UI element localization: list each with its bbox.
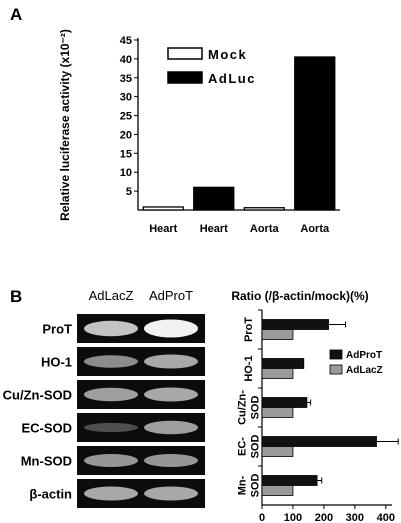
x-tick-label: 200	[315, 512, 333, 523]
bar	[261, 485, 294, 496]
gel-column-label: AdLacZ	[89, 288, 134, 303]
bar	[294, 56, 336, 211]
y-tick-label: 5	[126, 186, 132, 198]
bar	[261, 397, 308, 408]
panel-a-ylabel: Relative luciferase activity (x10⁻²)	[58, 29, 72, 221]
gel-column-headers: AdLacZ AdProT	[89, 288, 193, 303]
gel-band	[84, 486, 138, 501]
bar	[261, 329, 294, 340]
x-tick-label: 300	[346, 512, 364, 523]
gel-image: ProT HO-1 Cu/Zn-SOD EC-SOD Mn-SOD β-actin	[3, 314, 205, 508]
gel-row-label: HO-1	[41, 355, 72, 370]
y-category-text: Mn-	[237, 475, 249, 495]
gel-row-label: ProT	[42, 322, 72, 337]
legend-swatch	[329, 349, 343, 360]
y-category-text: HO-1	[243, 355, 255, 381]
panel-a-label: A	[10, 5, 22, 24]
bar	[261, 319, 329, 330]
gel-row-label: β-actin	[29, 487, 72, 502]
y-tick-label: 20	[120, 129, 132, 141]
gel-band	[144, 354, 198, 369]
x-tick-label: 100	[284, 512, 302, 523]
y-tick-label: 10	[120, 167, 132, 179]
y-category-label: Cu/Zn- SOD	[237, 390, 262, 425]
bar	[261, 368, 294, 379]
gel-band	[144, 454, 198, 467]
x-tick-label: Heart	[149, 223, 177, 235]
gel-band	[84, 422, 138, 433]
y-category-text: EC-	[237, 437, 249, 456]
panel-a-chart: 5 10 15 20 25 30 35 40 45 Heart Heart Aorta Aorta Moc…	[120, 35, 340, 235]
gel-band	[144, 319, 198, 338]
y-category-text: SOD	[250, 396, 262, 420]
y-category-text: ProT	[243, 317, 255, 342]
y-tick-label: 15	[120, 148, 132, 160]
legend-label: AdProT	[346, 350, 382, 361]
legend-swatch	[167, 71, 203, 84]
y-category-text: SOD	[250, 474, 262, 498]
y-category-label: ProT	[243, 317, 255, 342]
x-tick-label: Aorta	[300, 223, 330, 235]
bar	[261, 407, 294, 418]
bar	[142, 206, 184, 211]
x-tick-label: Aorta	[250, 223, 280, 235]
x-tick-label: 400	[377, 512, 395, 523]
bar	[243, 207, 285, 211]
gel-band	[144, 387, 198, 402]
gel-row-label: EC-SOD	[21, 421, 72, 436]
legend-label: Mock	[208, 47, 247, 62]
y-category-label: Mn- SOD	[237, 474, 262, 498]
gel-band	[84, 355, 138, 368]
panel-b-label: B	[10, 287, 22, 306]
y-category-text: Cu/Zn-	[237, 390, 249, 425]
bar	[261, 446, 294, 457]
x-tick-label: 0	[259, 512, 265, 523]
bar	[261, 436, 377, 447]
x-tick-label: Heart	[200, 223, 228, 235]
gel-row-label: Cu/Zn-SOD	[3, 388, 72, 403]
legend-label: AdLuc	[208, 71, 256, 86]
y-tick-label: 40	[120, 54, 132, 66]
gel-band	[144, 420, 198, 435]
gel-column-label: AdProT	[149, 288, 193, 303]
bar	[261, 358, 305, 369]
legend-swatch	[167, 47, 203, 60]
legend-swatch	[329, 364, 343, 375]
y-tick-label: 45	[120, 35, 132, 47]
gel-band	[144, 486, 198, 501]
y-category-text: SOD	[250, 435, 262, 459]
bar	[261, 475, 318, 486]
gel-band	[84, 320, 138, 337]
y-tick-label: 25	[120, 111, 132, 123]
y-category-label: EC- SOD	[237, 435, 262, 459]
y-tick-label: 30	[120, 92, 132, 104]
gel-band	[84, 387, 138, 402]
legend-label: AdLacZ	[346, 365, 383, 376]
gel-band	[84, 454, 138, 467]
panel-b-title: Ratio (/β-actin/mock)(%)	[231, 289, 368, 303]
y-tick-label: 35	[120, 73, 132, 85]
y-category-label: HO-1	[243, 355, 255, 381]
gel-row-label: Mn-SOD	[21, 454, 72, 469]
bar	[193, 186, 235, 211]
